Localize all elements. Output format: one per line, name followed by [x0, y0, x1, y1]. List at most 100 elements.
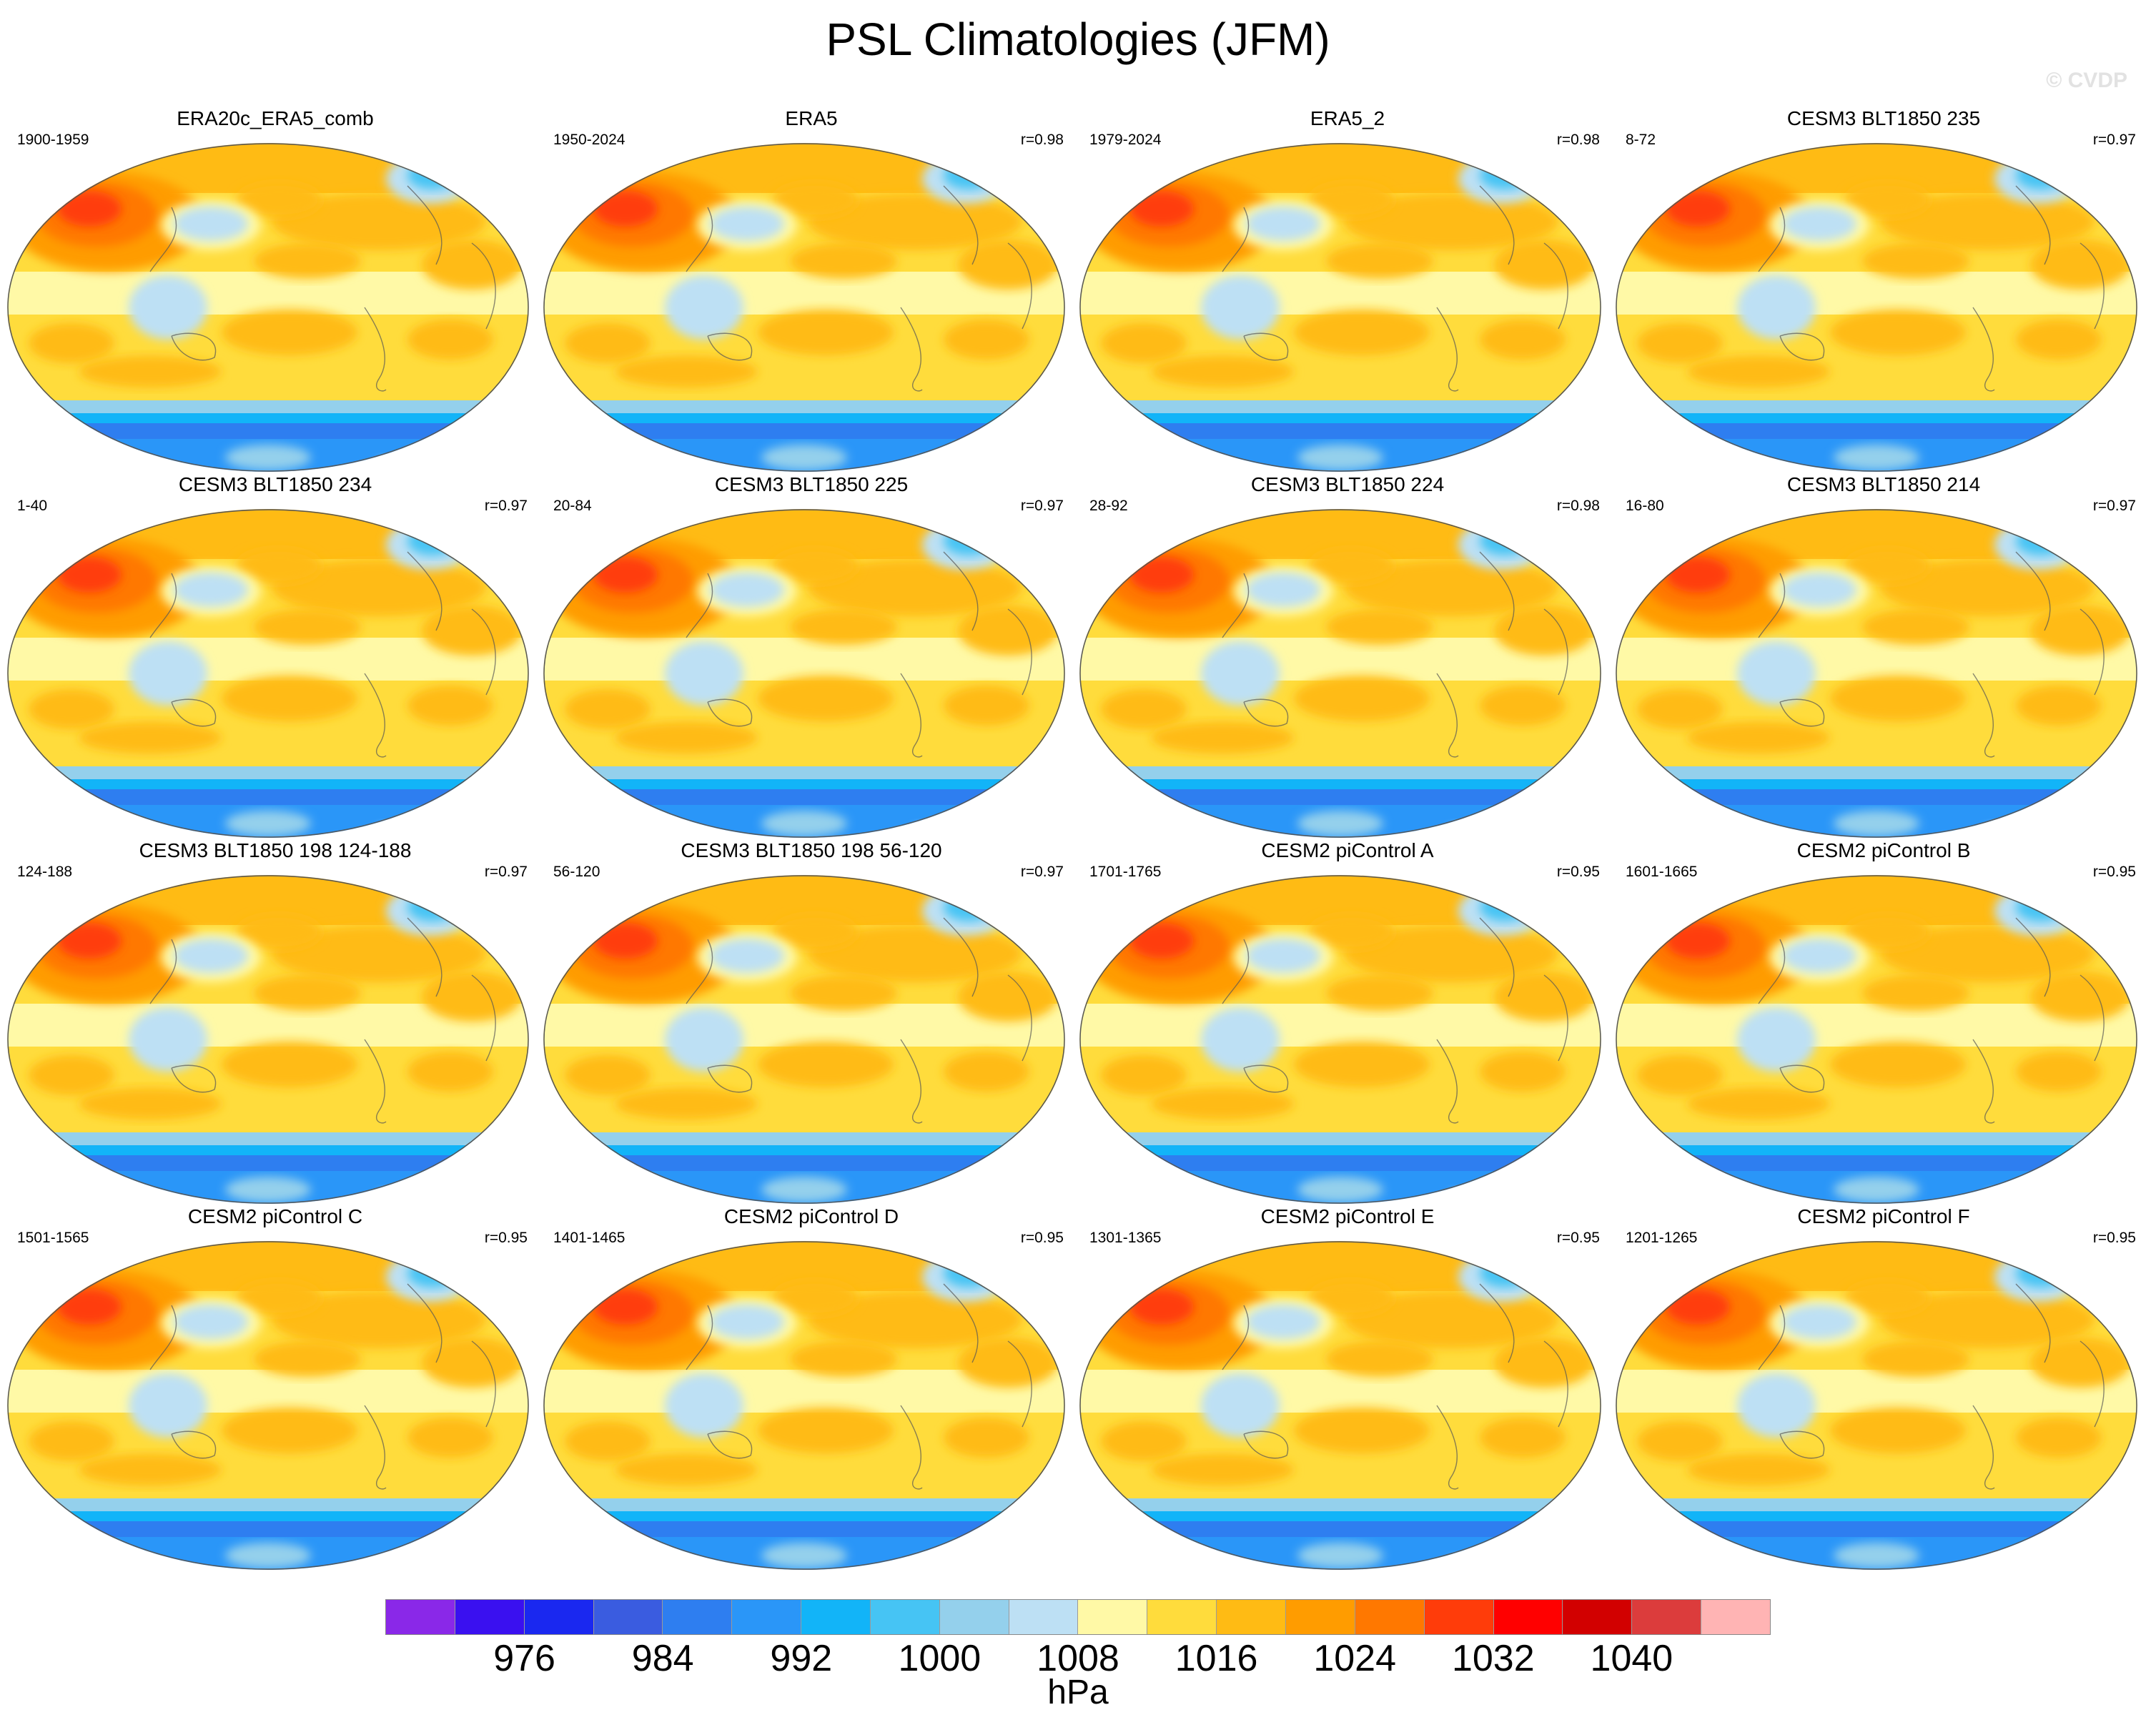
southern-ocean-band-1	[7, 1145, 529, 1155]
sh-midlat-belt	[1151, 722, 1294, 753]
azores-high	[1494, 606, 1594, 656]
sh-atlantic-high	[2016, 1418, 2102, 1458]
siberian-high-core	[593, 191, 658, 227]
hawaiian-high	[1862, 975, 1969, 1011]
hawaiian-high	[1326, 1341, 1433, 1377]
azores-high	[958, 972, 1058, 1022]
antarctic-high	[761, 1177, 847, 1202]
panel-correlation: r=0.98	[1020, 132, 1064, 148]
north-atlantic-ridge	[1344, 1291, 1558, 1348]
map-border	[1079, 509, 1601, 838]
map-border	[1616, 143, 2137, 472]
antarctic-high-east	[915, 1188, 972, 1204]
colorbar-segment	[1701, 1600, 1770, 1634]
panel-years: 1301-1365	[1089, 1230, 1162, 1246]
southern-ocean-band-1	[543, 1145, 1065, 1155]
sh-atlantic-high	[2016, 320, 2102, 360]
map-border	[1616, 1241, 2137, 1570]
colorbar-segment	[870, 1600, 940, 1634]
southern-transition-band	[1616, 766, 2137, 779]
warm-pool-low	[129, 275, 207, 340]
north-atlantic-ridge	[272, 925, 486, 982]
sh-midlat-belt	[1151, 1454, 1294, 1486]
aleutian-low-core	[1246, 207, 1320, 241]
psl-map	[7, 143, 529, 472]
antarctic-high-east	[915, 822, 972, 838]
sh-pacific-high	[222, 676, 357, 721]
aleutian-low-core	[710, 573, 784, 607]
colorbar-segment	[524, 1600, 594, 1634]
sh-pacific-high	[222, 1042, 357, 1087]
map-panel: CESM3 BLT1850 224 28-92 r=0.98	[1079, 473, 1616, 838]
aleutian-low-core	[1782, 939, 1856, 973]
panel-title: CESM3 BLT1850 214	[1786, 473, 1981, 495]
southern-transition-band	[7, 400, 529, 413]
map-border	[543, 1241, 1065, 1570]
sh-indian-high	[1101, 689, 1187, 729]
map-panel: CESM2 piControl B 1601-1665 r=0.95	[1616, 839, 2152, 1204]
sh-atlantic-high	[1480, 1418, 1566, 1458]
arctic-high	[1308, 182, 1394, 218]
warm-pool-low	[129, 1373, 207, 1438]
colorbar-tick-label: 1024	[1313, 1638, 1397, 1679]
panel-correlation: r=0.98	[1556, 132, 1600, 148]
panel-correlation: r=0.95	[2092, 1230, 2136, 1246]
map-border	[7, 509, 529, 838]
icelandic-low-core	[1480, 527, 1530, 555]
siberian-high-core	[593, 557, 658, 593]
north-atlantic-ridge	[1880, 925, 2095, 982]
sh-midlat-belt	[79, 722, 222, 753]
icelandic-low-core	[407, 1259, 458, 1287]
colorbar-segment	[1493, 1600, 1563, 1634]
coastlines	[686, 917, 1032, 1124]
colorbar-segment	[593, 1600, 663, 1634]
siberian-high-core	[593, 1289, 658, 1325]
sh-pacific-high	[1830, 1408, 1966, 1453]
colorbar-tick-label: 976	[493, 1638, 555, 1679]
icelandic-low-core	[944, 527, 994, 555]
southern-ocean-band-1	[1616, 779, 2137, 789]
aleutian-low-core	[174, 573, 248, 607]
north-atlantic-ridge	[808, 1291, 1022, 1348]
sh-atlantic-high	[944, 686, 1029, 726]
sh-midlat-belt	[615, 722, 758, 753]
antarctic-high	[1297, 1543, 1383, 1568]
map-border	[543, 143, 1065, 472]
siberian-high-core	[1666, 923, 1730, 959]
colorbar-ticks: 976 984 992 1000 1008 1016 1024 1032 1040	[0, 1637, 2156, 1680]
map-panel: CESM3 BLT1850 198 56-120 56-120 r=0.97	[543, 839, 1079, 1204]
siberian-high-core	[1129, 557, 1194, 593]
southern-ocean-band-2	[7, 1521, 529, 1537]
panel-years: 1701-1765	[1089, 864, 1162, 880]
map-panel: CESM3 BLT1850 235 8-72 r=0.97	[1616, 107, 2152, 472]
antarctic-high-east	[1451, 822, 1508, 838]
southern-transition-band	[1079, 1498, 1601, 1511]
psl-map	[1079, 875, 1601, 1204]
antarctic-high-east	[1451, 1188, 1508, 1204]
panel-title: CESM3 BLT1850 198 124-188	[139, 839, 412, 861]
southern-ocean-band-2	[1616, 789, 2137, 805]
map-border	[1079, 1241, 1601, 1570]
southern-transition-band	[1616, 1132, 2137, 1145]
sh-midlat-belt	[1687, 1454, 1830, 1486]
southern-transition-band	[7, 1132, 529, 1145]
sh-pacific-high	[1830, 1042, 1966, 1087]
panel-title: CESM3 BLT1850 224	[1250, 473, 1445, 495]
azores-high	[1494, 972, 1594, 1022]
aleutian-low-core	[1782, 207, 1856, 241]
panel-title: CESM2 piControl F	[1797, 1205, 1970, 1227]
coastlines	[1758, 1283, 2105, 1490]
panel-correlation: r=0.97	[2092, 498, 2136, 514]
sh-atlantic-high	[2016, 1052, 2102, 1092]
north-atlantic-ridge	[1880, 559, 2095, 616]
antarctic-high	[761, 445, 847, 470]
sh-pacific-high	[1830, 676, 1966, 721]
hawaiian-high	[1862, 609, 1969, 645]
southern-ocean-band-1	[543, 413, 1065, 423]
southern-ocean-band-1	[1079, 413, 1601, 423]
sh-midlat-belt	[615, 1088, 758, 1119]
psl-map	[543, 1241, 1065, 1570]
colorbar-tick-label: 1040	[1590, 1638, 1673, 1679]
colorbar-tick-label: 1000	[898, 1638, 981, 1679]
southern-ocean-band-1	[7, 1511, 529, 1521]
